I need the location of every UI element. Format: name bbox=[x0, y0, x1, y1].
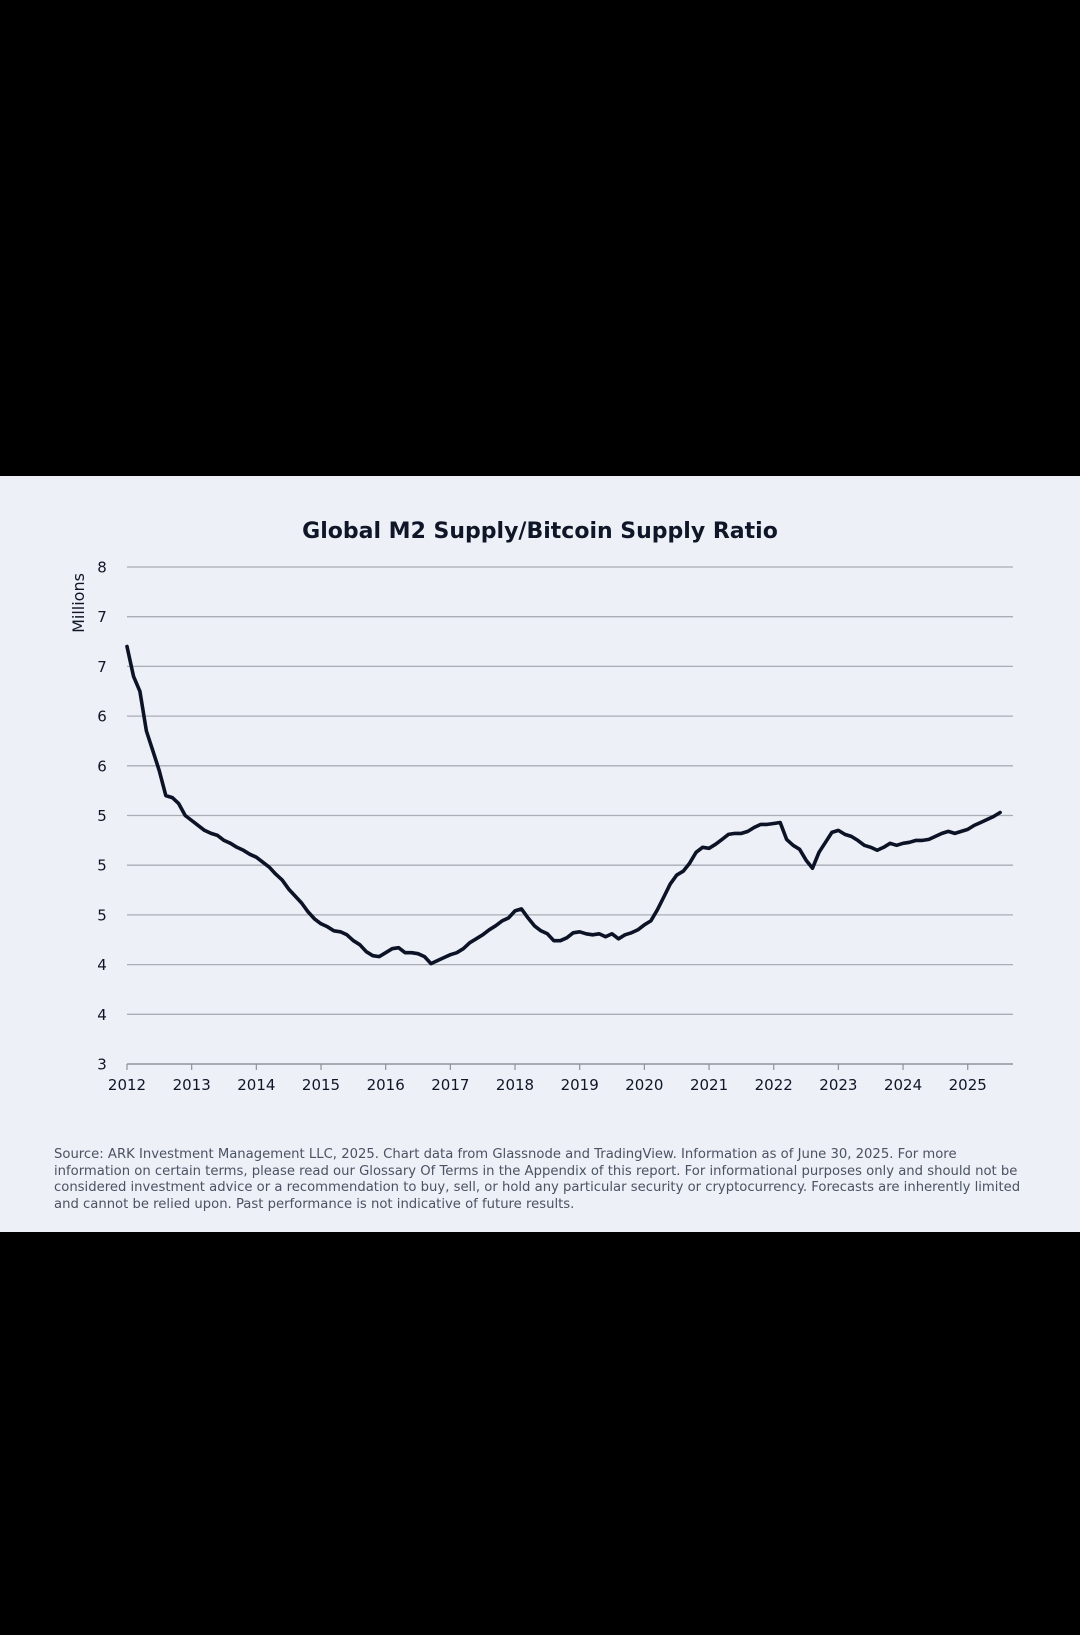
x-tick-label: 2019 bbox=[561, 1076, 599, 1094]
y-tick-label: 5 bbox=[97, 906, 107, 924]
x-tick-label: 2012 bbox=[108, 1076, 146, 1094]
y-tick-label: 4 bbox=[97, 1006, 107, 1024]
y-tick-labels: 3 4 4 5 5 5 6 6 7 7 8 bbox=[97, 559, 107, 1074]
x-tick-label: 2016 bbox=[367, 1076, 405, 1094]
x-axis-ticks: 2012 2013 2014 2015 2016 2017 2018 2019 2020 2021… bbox=[108, 1064, 987, 1094]
gridlines bbox=[127, 566, 1013, 1015]
y-tick-label: 4 bbox=[97, 956, 107, 974]
y-tick-label: 6 bbox=[97, 757, 107, 775]
x-tick-label: 2025 bbox=[949, 1076, 987, 1094]
x-tick-label: 2020 bbox=[625, 1076, 663, 1094]
x-tick-label: 2015 bbox=[302, 1076, 340, 1094]
series-line bbox=[125, 644, 1002, 966]
y-tick-label: 6 bbox=[97, 708, 107, 726]
y-tick-label: 5 bbox=[97, 857, 107, 875]
x-tick-label: 2022 bbox=[755, 1076, 793, 1094]
x-tick-label: 2017 bbox=[431, 1076, 469, 1094]
y-tick-label: 3 bbox=[97, 1056, 107, 1074]
y-tick-label: 5 bbox=[97, 807, 107, 825]
y-tick-label: 7 bbox=[97, 608, 107, 626]
y-tick-label: 8 bbox=[97, 559, 107, 577]
y-tick-label: 7 bbox=[97, 658, 107, 676]
x-tick-label: 2018 bbox=[496, 1076, 534, 1094]
x-tick-label: 2014 bbox=[237, 1076, 275, 1094]
x-tick-label: 2013 bbox=[173, 1076, 211, 1094]
x-tick-label: 2023 bbox=[819, 1076, 857, 1094]
x-tick-label: 2024 bbox=[884, 1076, 922, 1094]
y-axis-label: Millions bbox=[69, 573, 88, 633]
chart-title: Global M2 Supply/Bitcoin Supply Ratio bbox=[302, 519, 778, 544]
chart-panel: Global M2 Supply/Bitcoin Supply Ratio Mi… bbox=[0, 476, 1080, 1232]
chart-svg: Global M2 Supply/Bitcoin Supply Ratio Mi… bbox=[69, 519, 1013, 1094]
x-tick-label: 2021 bbox=[690, 1076, 728, 1094]
source-note: Source: ARK Investment Management LLC, 2… bbox=[54, 1147, 1021, 1212]
